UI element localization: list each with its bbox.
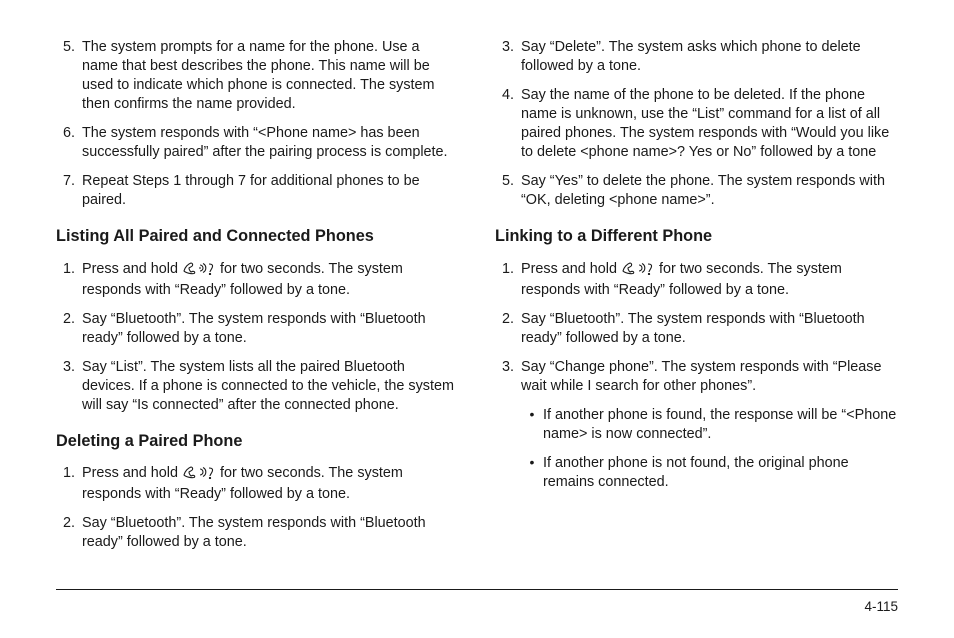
list-item: 1. Press and hold for two seconds. The s… <box>56 260 459 300</box>
text-pre: Press and hold <box>521 261 621 277</box>
item-text: The system prompts for a name for the ph… <box>82 38 459 114</box>
item-number: 2. <box>56 310 82 348</box>
text-pre: Press and hold <box>82 465 182 481</box>
listing-phones-steps: 1. Press and hold for two seconds. The s… <box>56 260 459 415</box>
item-number: 2. <box>56 514 82 552</box>
list-item: 3.Say “Delete”. The system asks which ph… <box>495 38 898 76</box>
item-number: 1. <box>56 464 82 504</box>
item-text: Say “Bluetooth”. The system responds wit… <box>521 310 898 348</box>
list-item: 2.Say “Bluetooth”. The system responds w… <box>56 310 459 348</box>
deleting-phone-steps: 1. Press and hold for two seconds. The s… <box>56 464 459 552</box>
item-text: Say “Yes” to delete the phone. The syste… <box>521 172 898 210</box>
two-column-layout: 5.The system prompts for a name for the … <box>56 38 898 562</box>
item-text: Say “Delete”. The system asks which phon… <box>521 38 898 76</box>
heading-deleting-phone: Deleting a Paired Phone <box>56 431 459 453</box>
item-number: 3. <box>495 38 521 76</box>
item-number: 1. <box>495 260 521 300</box>
item-text: Say “List”. The system lists all the pai… <box>82 358 459 415</box>
heading-listing-phones: Listing All Paired and Connected Phones <box>56 226 459 248</box>
heading-linking-phone: Linking to a Different Phone <box>495 226 898 248</box>
phone-voice-icon <box>621 261 655 281</box>
bullet-item: •If another phone is not found, the orig… <box>521 454 898 492</box>
list-item: 7.Repeat Steps 1 through 7 for additiona… <box>56 172 459 210</box>
item-text: Press and hold for two seconds. The syst… <box>82 260 459 300</box>
item-text: Say “Bluetooth”. The system responds wit… <box>82 514 459 552</box>
footer-rule <box>56 589 898 590</box>
intro-list-left: 5.The system prompts for a name for the … <box>56 38 459 210</box>
item-text: Press and hold for two seconds. The syst… <box>521 260 898 300</box>
item-main-text: Say “Change phone”. The system responds … <box>521 359 882 394</box>
text-pre: Press and hold <box>82 261 182 277</box>
linking-phone-steps: 1. Press and hold for two seconds. The s… <box>495 260 898 502</box>
bullet-dot: • <box>521 406 543 444</box>
item-number: 4. <box>495 86 521 162</box>
right-column: 3.Say “Delete”. The system asks which ph… <box>495 38 898 562</box>
list-item: 5.Say “Yes” to delete the phone. The sys… <box>495 172 898 210</box>
item-number: 3. <box>495 358 521 502</box>
list-item: 5.The system prompts for a name for the … <box>56 38 459 114</box>
item-text: The system responds with “<Phone name> h… <box>82 124 459 162</box>
list-item: 1. Press and hold for two seconds. The s… <box>56 464 459 504</box>
list-item: 4.Say the name of the phone to be delete… <box>495 86 898 162</box>
list-item: 2.Say “Bluetooth”. The system responds w… <box>495 310 898 348</box>
bullet-dot: • <box>521 454 543 492</box>
item-number: 6. <box>56 124 82 162</box>
list-item: 3.Say “List”. The system lists all the p… <box>56 358 459 415</box>
bullet-text: If another phone is not found, the origi… <box>543 454 898 492</box>
item-text: Press and hold for two seconds. The syst… <box>82 464 459 504</box>
phone-voice-icon <box>182 465 216 485</box>
bullet-item: •If another phone is found, the response… <box>521 406 898 444</box>
list-item: 2.Say “Bluetooth”. The system responds w… <box>56 514 459 552</box>
list-item: 6.The system responds with “<Phone name>… <box>56 124 459 162</box>
item-number: 3. <box>56 358 82 415</box>
item-text: Say the name of the phone to be deleted.… <box>521 86 898 162</box>
item-text: Say “Bluetooth”. The system responds wit… <box>82 310 459 348</box>
item-text: Say “Change phone”. The system responds … <box>521 358 898 502</box>
left-column: 5.The system prompts for a name for the … <box>56 38 459 562</box>
page-number: 4-115 <box>864 599 898 614</box>
item-number: 7. <box>56 172 82 210</box>
item-number: 2. <box>495 310 521 348</box>
sub-bullet-list: •If another phone is found, the response… <box>521 406 898 492</box>
bullet-text: If another phone is found, the response … <box>543 406 898 444</box>
item-number: 5. <box>56 38 82 114</box>
item-number: 1. <box>56 260 82 300</box>
item-number: 5. <box>495 172 521 210</box>
list-item: 1. Press and hold for two seconds. The s… <box>495 260 898 300</box>
list-item: 3. Say “Change phone”. The system respon… <box>495 358 898 502</box>
intro-list-right: 3.Say “Delete”. The system asks which ph… <box>495 38 898 210</box>
manual-page: 5.The system prompts for a name for the … <box>0 0 954 638</box>
item-text: Repeat Steps 1 through 7 for additional … <box>82 172 459 210</box>
phone-voice-icon <box>182 261 216 281</box>
